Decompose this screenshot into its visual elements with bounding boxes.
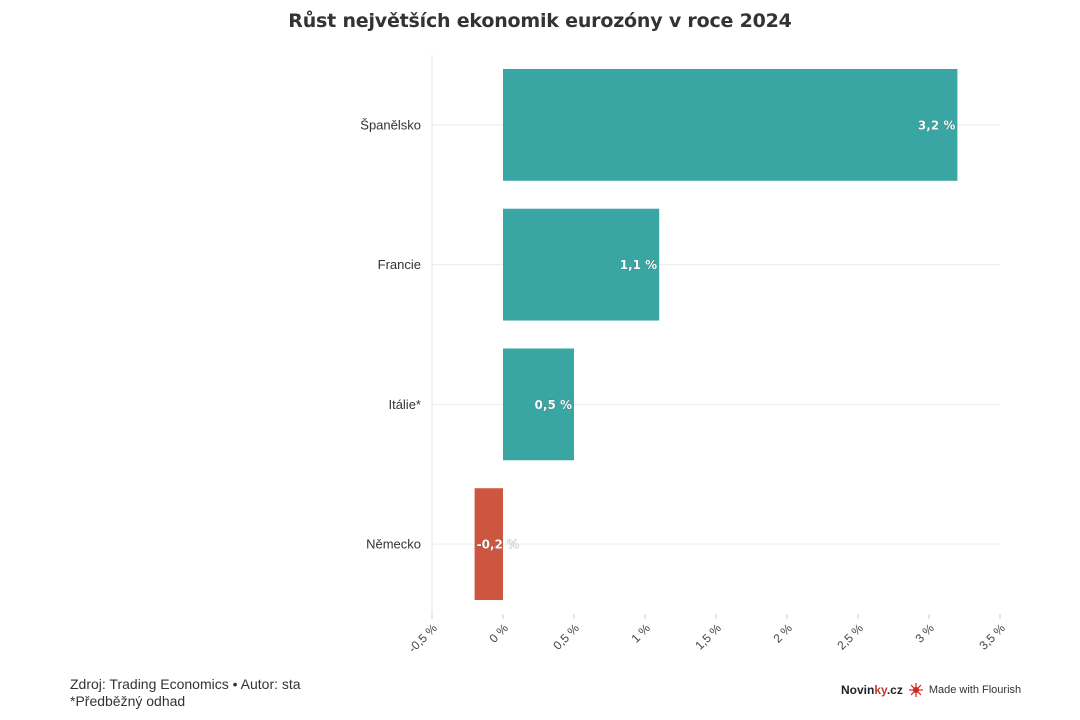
made-with-flourish-link[interactable]: Made with Flourish <box>928 684 1022 696</box>
novinky-logo[interactable]: Novinky.cz <box>841 683 903 697</box>
category-label: Španělsko <box>360 117 421 132</box>
data-label: -0,2 % <box>477 538 519 552</box>
data-label: 0,5 % <box>535 398 572 412</box>
x-tick-label: 1,5 % <box>692 621 724 653</box>
category-label: Itálie* <box>388 397 421 412</box>
x-tick-label: 0,5 % <box>550 621 582 653</box>
branding: Novinky.cz Made with Flourish <box>841 683 1021 697</box>
x-tick-label: 2 % <box>770 621 795 646</box>
bar <box>503 348 574 461</box>
flourish-icon <box>908 683 923 697</box>
data-label: 1,1 % <box>620 258 657 272</box>
bar <box>503 208 660 321</box>
footnote-text: *Předběžný odhad <box>70 693 186 709</box>
category-label: Francie <box>378 257 421 272</box>
category-label: Německo <box>366 537 421 552</box>
x-tick-label: 3,5 % <box>976 621 1008 653</box>
bar <box>503 68 958 181</box>
source-note: Zdroj: Trading Economics • Autor: sta *P… <box>70 676 301 710</box>
x-tick-label: 0 % <box>486 621 511 646</box>
source-text: Zdroj: Trading Economics • Autor: sta <box>70 676 301 692</box>
x-tick-label: -0,5 % <box>406 621 441 656</box>
bar-chart: Španělsko Francie Itálie* Německo 3,2 % 1,1 %… <box>360 55 1008 656</box>
x-tick-label: 3 % <box>912 621 937 646</box>
chart-title: Růst největších ekonomik eurozóny v roce… <box>288 10 792 32</box>
data-label: 3,2 % <box>918 118 955 132</box>
x-tick-label: 1 % <box>628 621 653 646</box>
x-tick-label: 2,5 % <box>834 621 866 653</box>
bar <box>474 488 503 601</box>
